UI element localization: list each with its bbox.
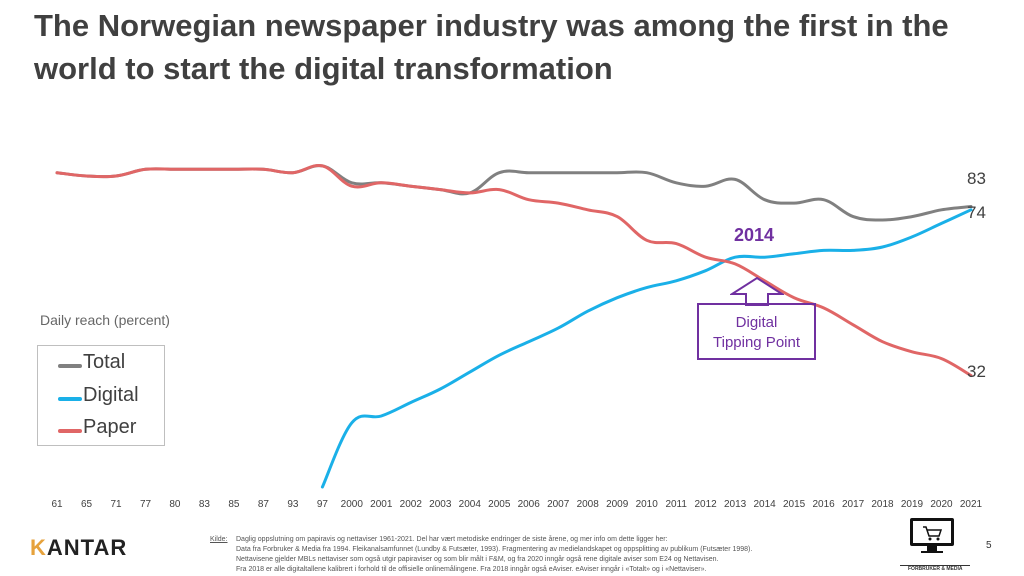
tipping-point-line1: Digital (735, 314, 778, 331)
series-line-digital (320, 208, 973, 489)
x-tick-label: 83 (199, 499, 211, 510)
y-axis-label: Daily reach (percent) (40, 312, 170, 328)
line-chart: 61 65 71 77 80 83 85 87 93 97 2000 2001 2002 2003 2004… (51, 163, 983, 510)
legend-item-digital: Digital (38, 382, 164, 412)
x-tick-label: 2018 (871, 499, 894, 510)
x-tick-label: 2007 (547, 499, 570, 510)
legend-label-total: Total (83, 351, 126, 373)
footer-divider (900, 565, 970, 566)
source-line: Daglig oppslutning om papiravis og netta… (236, 536, 668, 543)
legend-item-paper: Paper (38, 414, 164, 444)
x-tick-label: 2011 (665, 499, 687, 510)
up-arrow-icon (730, 276, 784, 306)
source-line: Nettavisene gjelder MBLs nettaviser som … (236, 556, 719, 563)
x-tick-label: 2020 (930, 499, 953, 510)
end-label-digital: 74 (967, 203, 986, 222)
x-tick-label: 2005 (488, 499, 511, 510)
legend-item-total: Total (38, 349, 164, 379)
page-number: 5 (986, 540, 992, 551)
monitor-with-shopping-cart-icon (910, 518, 954, 553)
tipping-point-line2: Tipping Point (713, 334, 800, 351)
x-tick-label: 2008 (577, 499, 600, 510)
x-tick-label: 93 (287, 499, 299, 510)
x-tick-label: 2021 (960, 499, 983, 510)
source-line: Data fra Forbruker & Media fra 1994. Fle… (236, 546, 753, 553)
x-tick-label: 61 (51, 499, 63, 510)
footer-brand: FORBRUKER & MEDIA (908, 566, 963, 572)
x-tick-label: 2010 (636, 499, 659, 510)
slide-title: The Norwegian newspaper industry was amo… (34, 8, 949, 86)
x-tick-label: 80 (169, 499, 181, 510)
x-tick-label: 2003 (429, 499, 452, 510)
x-tick-label: 77 (140, 499, 152, 510)
x-tick-label: 2014 (753, 499, 776, 510)
x-tick-label: 87 (258, 499, 270, 510)
x-tick-label: 97 (317, 499, 329, 510)
tipping-point-box: Digital Tipping Point (697, 303, 816, 360)
end-label-total: 83 (967, 169, 986, 188)
end-label-paper: 32 (967, 362, 986, 381)
kantar-logo: KANTAR (30, 535, 128, 560)
x-tick-label: 2006 (518, 499, 541, 510)
x-tick-label: 65 (81, 499, 93, 510)
x-tick-label: 85 (228, 499, 240, 510)
legend-swatch-total (58, 364, 82, 368)
x-tick-label: 2009 (606, 499, 629, 510)
x-tick-label: 2016 (812, 499, 835, 510)
legend-swatch-digital (58, 397, 82, 401)
legend-label-digital: Digital (83, 384, 139, 406)
x-tick-label: 2000 (341, 499, 364, 510)
x-tick-label: 71 (110, 499, 122, 510)
x-tick-label: 2004 (459, 499, 482, 510)
source-line: Fra 2018 er alle digitaltallene kalibrer… (236, 566, 707, 573)
tipping-year-label: 2014 (734, 225, 775, 245)
x-tick-label: 2002 (400, 499, 423, 510)
x-tick-label: 2001 (370, 499, 393, 510)
x-tick-label: 2017 (842, 499, 865, 510)
x-tick-label: 2012 (694, 499, 717, 510)
x-tick-label: 2015 (783, 499, 806, 510)
chart-legend: Total Digital Paper (37, 345, 165, 446)
series-line-paper (55, 163, 973, 377)
legend-swatch-paper (58, 429, 82, 433)
x-tick-label: 2013 (724, 499, 747, 510)
legend-label-paper: Paper (83, 416, 137, 438)
x-tick-label: 2019 (901, 499, 924, 510)
source-label: Kilde: (210, 536, 228, 543)
